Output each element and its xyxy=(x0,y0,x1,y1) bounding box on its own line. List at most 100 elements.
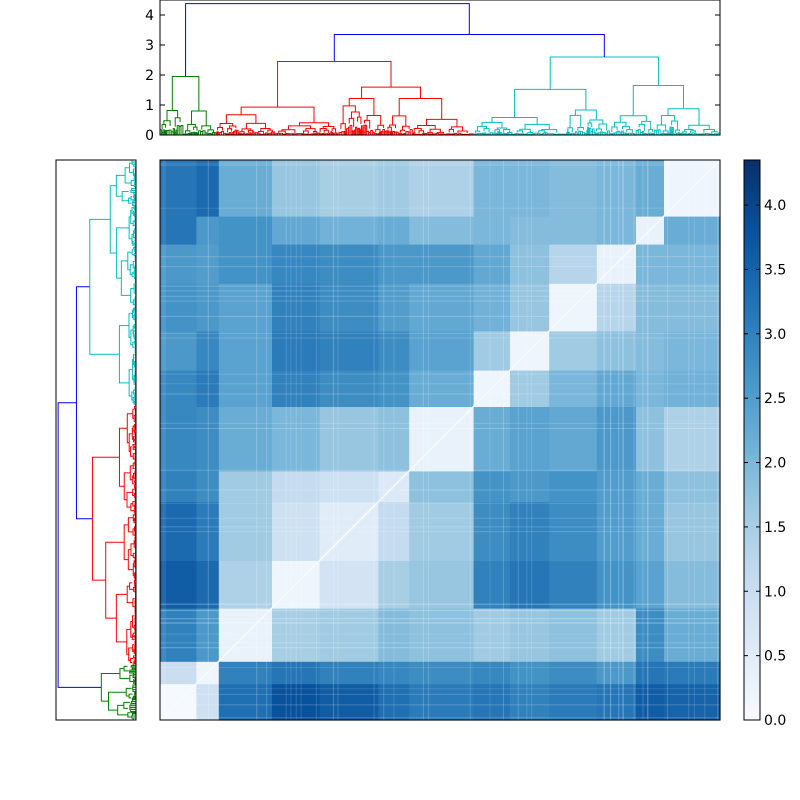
dendrogram-link xyxy=(120,260,131,296)
heatmap-cell xyxy=(473,560,511,609)
heatmap-cell xyxy=(218,560,273,609)
heatmap-cell xyxy=(549,560,598,609)
dendrogram-leaf-link xyxy=(131,188,136,192)
heatmap-cell xyxy=(272,244,321,284)
heatmap-cell xyxy=(319,160,379,217)
heatmap-cell xyxy=(549,501,598,561)
dendrogram-link xyxy=(688,124,710,130)
heatmap-cell xyxy=(664,216,721,245)
heatmap-cell xyxy=(596,370,637,407)
heatmap-cell xyxy=(160,470,197,503)
dendrogram-link xyxy=(667,108,700,126)
dendrogram-leaf-link xyxy=(657,129,661,135)
dendrogram-link xyxy=(402,125,410,131)
heatmap-cell xyxy=(510,244,550,284)
dendrogram-link xyxy=(303,130,309,134)
heatmap-cell xyxy=(196,160,220,217)
dendrogram-link xyxy=(166,110,179,121)
heatmap-cell xyxy=(636,608,665,662)
dendrogram-root-link xyxy=(57,402,102,688)
heatmap-cell xyxy=(549,470,598,503)
heatmap-cell xyxy=(160,283,197,332)
dendrogram-link xyxy=(161,124,167,129)
dendrogram-link xyxy=(375,129,381,132)
heatmap-cell xyxy=(272,406,321,472)
heatmap-cell xyxy=(664,470,721,503)
dendrogram-link xyxy=(641,120,652,130)
colorbar-tick-label: 1.0 xyxy=(764,584,786,600)
heatmap-cell xyxy=(319,661,379,685)
dendrogram-link xyxy=(191,110,207,126)
heatmap-cell xyxy=(549,683,598,721)
heatmap-cell xyxy=(664,244,721,284)
dendrogram-leaf-link xyxy=(132,443,136,447)
dendrogram-link xyxy=(163,120,171,126)
left-dendrogram-frame xyxy=(55,159,137,721)
dendrogram-leaf-link xyxy=(671,126,674,135)
heatmap-cell xyxy=(378,560,410,609)
heatmap-cell xyxy=(218,470,273,503)
heatmap-cell xyxy=(272,608,321,662)
colorbar-tick-label: 1.5 xyxy=(764,520,786,536)
dendrogram-link xyxy=(193,126,198,131)
top-dendrogram-ytick-label: 1 xyxy=(145,98,154,114)
heatmap-cell xyxy=(218,330,273,371)
heatmap-cell xyxy=(319,216,379,245)
top-dendrogram-ytick-label: 0 xyxy=(145,128,154,144)
heatmap-cell xyxy=(473,661,511,685)
dendrogram-leaf-link xyxy=(180,125,184,135)
heatmap-cell xyxy=(473,216,511,245)
dendrogram-leaf-link xyxy=(592,128,595,135)
dendrogram-link xyxy=(549,56,659,90)
heatmap-cell xyxy=(510,216,550,245)
heatmap-cell xyxy=(160,216,197,245)
heatmap-cell xyxy=(319,406,379,472)
dendrogram-link xyxy=(400,129,405,133)
heatmap-cell xyxy=(549,160,598,217)
heatmap-cell xyxy=(218,244,273,284)
dendrogram-link xyxy=(123,701,131,709)
heatmap-cell xyxy=(409,216,475,245)
heatmap-cell xyxy=(319,283,379,332)
dendrogram-link xyxy=(171,76,200,111)
dendrogram-link xyxy=(130,179,135,186)
dendrogram-link xyxy=(632,84,685,116)
heatmap-cell xyxy=(636,683,665,721)
heatmap-cell xyxy=(218,283,273,332)
heatmap-cell xyxy=(510,661,550,685)
heatmap-cell xyxy=(664,608,721,662)
heatmap-cell xyxy=(664,370,721,407)
heatmap-cell xyxy=(409,661,475,685)
dendrogram-link xyxy=(126,491,133,508)
heatmap-cell xyxy=(409,470,475,503)
heatmap-cell xyxy=(378,370,410,407)
heatmap-cell xyxy=(272,330,321,371)
heatmap-cell xyxy=(196,608,220,662)
heatmap-cell xyxy=(409,244,475,284)
heatmap-cell xyxy=(473,501,511,561)
top-dendrogram: 0 1 2 3 4 xyxy=(145,0,721,144)
dendrogram-link xyxy=(201,125,212,130)
heatmap-cell xyxy=(378,501,410,561)
heatmap-cell xyxy=(510,560,550,609)
heatmap-cell xyxy=(510,501,550,561)
colorbar-gradient xyxy=(743,159,761,721)
heatmap-cell xyxy=(596,501,637,561)
dendrogram-link xyxy=(595,128,602,132)
heatmap-cell xyxy=(196,683,220,721)
heatmap-cell xyxy=(378,216,410,245)
heatmap-cell xyxy=(596,330,637,371)
dendrogram-link xyxy=(124,167,132,184)
dendrogram-link xyxy=(287,125,311,130)
heatmap-cell xyxy=(664,501,721,561)
heatmap-cell xyxy=(272,283,321,332)
dendrogram-link xyxy=(340,123,346,131)
heatmap-cell xyxy=(319,470,379,503)
colorbar-tick-label: 0.0 xyxy=(764,713,786,729)
heatmap-cell xyxy=(160,560,197,609)
heatmap-cell xyxy=(160,501,197,561)
top-dendrogram-ytick-label: 2 xyxy=(145,68,154,84)
heatmap-cell xyxy=(409,501,475,561)
dendrogram-leaf-link xyxy=(360,125,363,135)
heatmap-cell xyxy=(549,661,598,685)
